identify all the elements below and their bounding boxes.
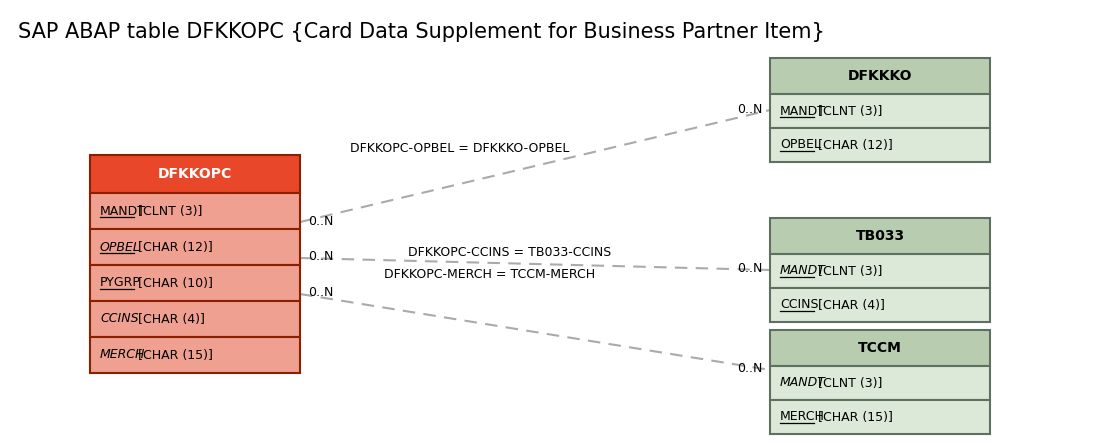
Text: [CHAR (15)]: [CHAR (15)] (134, 349, 213, 361)
Text: [CHAR (10)]: [CHAR (10)] (134, 276, 213, 289)
Text: MANDT: MANDT (780, 105, 827, 117)
Text: SAP ABAP table DFKKOPC {Card Data Supplement for Business Partner Item}: SAP ABAP table DFKKOPC {Card Data Supple… (18, 22, 824, 42)
Text: [CLNT (3)]: [CLNT (3)] (814, 377, 883, 389)
Bar (770, 330, 990, 366)
Text: 0..N: 0..N (308, 214, 334, 228)
Text: [CHAR (4)]: [CHAR (4)] (814, 299, 885, 311)
Text: OPBEL: OPBEL (780, 139, 821, 152)
Bar (90, 301, 299, 337)
Bar (770, 128, 990, 162)
Bar (770, 400, 990, 434)
Bar (90, 193, 299, 229)
Text: OPBEL: OPBEL (99, 241, 140, 253)
Text: MERCH: MERCH (780, 411, 824, 424)
Text: 0..N: 0..N (737, 362, 762, 376)
Bar (770, 58, 990, 94)
Bar (770, 288, 990, 322)
Text: [CHAR (12)]: [CHAR (12)] (134, 241, 213, 253)
Text: 0..N: 0..N (308, 250, 334, 264)
Bar (770, 218, 990, 254)
Text: DFKKOPC-OPBEL = DFKKKO-OPBEL: DFKKOPC-OPBEL = DFKKKO-OPBEL (350, 141, 570, 155)
Text: MANDT: MANDT (99, 205, 146, 218)
Text: CCINS: CCINS (780, 299, 819, 311)
Text: DFKKOPC-CCINS = TB033-CCINS: DFKKOPC-CCINS = TB033-CCINS (409, 246, 612, 260)
Bar (770, 94, 990, 128)
Text: [CLNT (3)]: [CLNT (3)] (134, 205, 202, 218)
Text: 0..N: 0..N (308, 287, 334, 299)
Text: PYGRP: PYGRP (99, 276, 140, 289)
Bar (770, 254, 990, 288)
Bar (90, 229, 299, 265)
Text: TCCM: TCCM (859, 341, 902, 355)
Text: MANDT: MANDT (780, 264, 825, 277)
Text: DFKKOPC: DFKKOPC (158, 167, 232, 181)
Text: [CHAR (4)]: [CHAR (4)] (134, 312, 204, 326)
Bar (90, 337, 299, 373)
Text: MANDT: MANDT (780, 377, 825, 389)
Text: [CHAR (15)]: [CHAR (15)] (814, 411, 893, 424)
Bar (90, 265, 299, 301)
Text: [CHAR (12)]: [CHAR (12)] (814, 139, 893, 152)
Text: MERCH: MERCH (99, 349, 146, 361)
Text: DFKKOPC-MERCH = TCCM-MERCH: DFKKOPC-MERCH = TCCM-MERCH (385, 268, 596, 281)
Text: [CLNT (3)]: [CLNT (3)] (814, 264, 883, 277)
Text: 0..N: 0..N (737, 263, 762, 276)
Text: [CLNT (3)]: [CLNT (3)] (814, 105, 883, 117)
Text: TB033: TB033 (855, 229, 905, 243)
Text: CCINS: CCINS (99, 312, 138, 326)
Bar (90, 155, 299, 193)
Bar (770, 366, 990, 400)
Text: DFKKKO: DFKKKO (848, 69, 913, 83)
Text: 0..N: 0..N (737, 102, 762, 116)
